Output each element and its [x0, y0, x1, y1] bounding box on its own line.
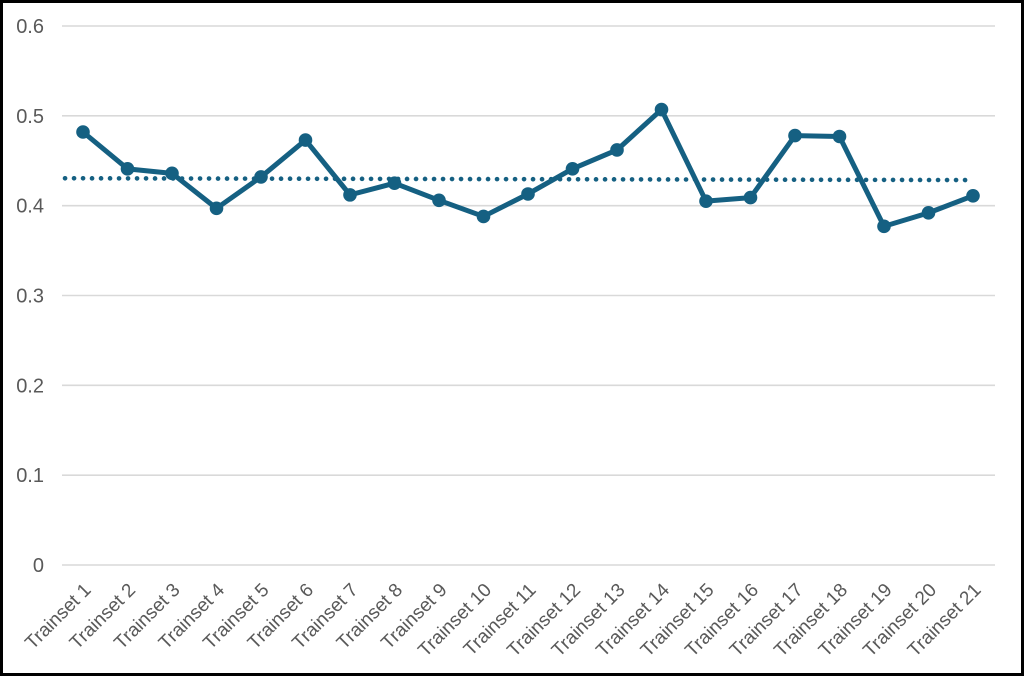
- data-point-marker: [743, 190, 758, 205]
- data-point-marker: [966, 188, 980, 203]
- data-point-marker: [699, 194, 713, 208]
- y-tick-label: 0.1: [16, 465, 44, 487]
- data-point-marker: [476, 209, 491, 224]
- data-point-marker: [254, 170, 268, 184]
- data-point-marker: [432, 193, 446, 208]
- data-point-marker: [165, 166, 179, 181]
- y-tick-label: 0.5: [16, 106, 44, 128]
- y-tick-label: 0.6: [16, 16, 44, 38]
- data-point-marker: [877, 219, 891, 234]
- data-point-marker: [654, 102, 669, 117]
- data-point-marker: [521, 187, 535, 201]
- y-tick-label: 0.2: [16, 375, 44, 397]
- data-point-marker: [921, 206, 936, 220]
- data-point-marker: [610, 143, 624, 157]
- data-point-marker: [788, 128, 802, 143]
- data-point-marker: [298, 133, 313, 147]
- y-tick-label: 0: [33, 555, 44, 577]
- data-point-marker: [387, 176, 402, 191]
- y-tick-label: 0.4: [16, 196, 44, 218]
- trendline-dotted: [62, 175, 970, 183]
- data-point-marker: [76, 125, 90, 139]
- data-point-marker: [565, 162, 580, 176]
- y-tick-label: 0.3: [16, 286, 44, 308]
- data-point-marker: [209, 201, 224, 216]
- data-point-marker: [343, 188, 357, 202]
- data-point-marker: [120, 162, 135, 176]
- data-point-marker: [832, 129, 847, 144]
